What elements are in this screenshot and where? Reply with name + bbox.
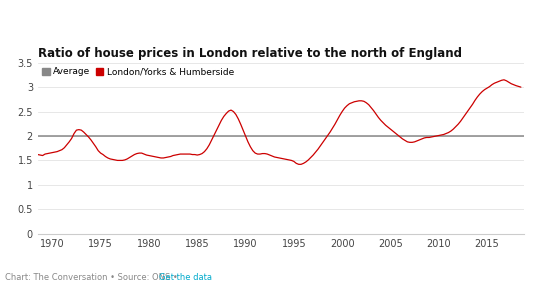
Text: Get the data: Get the data: [159, 273, 212, 282]
Text: Chart: The Conversation • Source: ONS •: Chart: The Conversation • Source: ONS •: [5, 273, 181, 282]
Text: Ratio of house prices in London relative to the north of England: Ratio of house prices in London relative…: [38, 47, 462, 60]
Legend: Average, London/Yorks & Humberside: Average, London/Yorks & Humberside: [42, 67, 234, 76]
